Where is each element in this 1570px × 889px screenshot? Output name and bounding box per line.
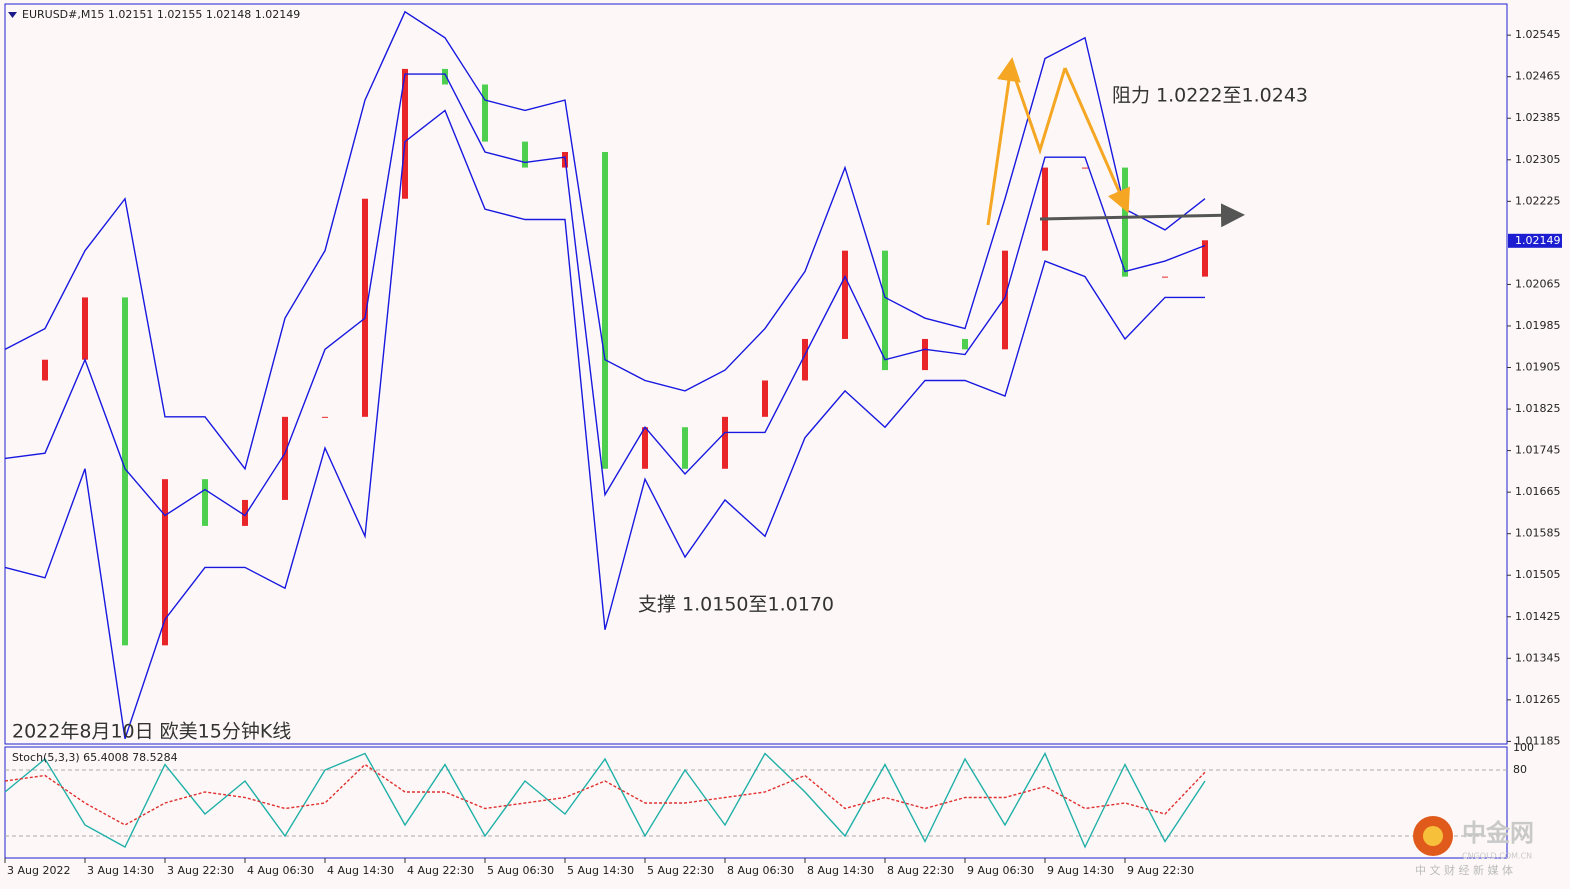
y-tick-label: 1.01585 xyxy=(1515,527,1561,540)
candle xyxy=(682,427,688,469)
stoch-header: Stoch(5,3,3) 65.4008 78.5284 xyxy=(12,751,178,764)
candle xyxy=(522,141,528,168)
arrow xyxy=(1009,65,1067,155)
y-tick-label: 1.01905 xyxy=(1515,361,1561,374)
y-tick-label: 1.01185 xyxy=(1515,734,1561,747)
candle xyxy=(722,416,728,469)
candle xyxy=(82,297,88,360)
candle xyxy=(242,499,248,526)
dropdown-icon[interactable] xyxy=(8,12,17,18)
arrow xyxy=(1039,203,1245,228)
y-tick-label: 1.01985 xyxy=(1515,319,1561,332)
y-tick-label: 1.02065 xyxy=(1515,277,1561,290)
candle xyxy=(602,152,608,469)
x-tick-label: 8 Aug 06:30 xyxy=(727,864,794,877)
candle xyxy=(882,250,888,371)
x-tick-label: 3 Aug 22:30 xyxy=(167,864,234,877)
series-line xyxy=(4,73,1206,517)
annotation: 2022年8月10日 欧美15分钟K线 xyxy=(12,721,291,743)
candle xyxy=(642,427,648,469)
watermark: CNGOLD.COM.CN xyxy=(1462,852,1532,861)
series-line xyxy=(4,10,1206,471)
plot: 1.02545 1.02465 1.02385 1.02305 1.02225 1.020… xyxy=(4,10,1562,877)
x-tick-label: 9 Aug 14:30 xyxy=(1047,864,1114,877)
candle xyxy=(1202,240,1208,277)
candle xyxy=(442,68,448,85)
stoch-frame xyxy=(4,746,1508,859)
candle xyxy=(1122,167,1128,277)
candle xyxy=(402,68,408,199)
y-tick-label: 1.02465 xyxy=(1515,70,1561,83)
candle xyxy=(1002,250,1008,350)
candle xyxy=(482,84,488,142)
candle xyxy=(282,416,288,500)
annotation: 阻力 1.0222至1.0243 xyxy=(1112,85,1308,107)
y-tick-label: 1.02545 xyxy=(1515,28,1561,41)
candle xyxy=(922,338,928,371)
y-tick-label: 1.02305 xyxy=(1515,153,1561,166)
y-tick-label: 1.01745 xyxy=(1515,444,1561,457)
x-tick-label: 8 Aug 14:30 xyxy=(807,864,874,877)
watermark: 中 文 财 经 新 媒 体 xyxy=(1415,863,1513,877)
x-tick-label: 5 Aug 14:30 xyxy=(567,864,634,877)
main-frame xyxy=(4,3,1508,745)
candle xyxy=(962,338,968,350)
watermark: 中金网 xyxy=(1462,819,1534,847)
series-line xyxy=(4,751,1206,849)
candle xyxy=(122,297,128,646)
y-tick-label: 1.02225 xyxy=(1515,194,1561,207)
candle xyxy=(1162,276,1168,278)
candle xyxy=(162,479,168,646)
series-line xyxy=(4,109,1205,740)
annotation: 支撑 1.0150至1.0170 xyxy=(638,594,834,616)
x-tick-label: 4 Aug 14:30 xyxy=(327,864,394,877)
last-price-label: 1.02149 xyxy=(1515,234,1561,247)
y-tick-label: 1.01265 xyxy=(1515,693,1561,706)
candle xyxy=(842,250,848,339)
candle xyxy=(1082,167,1088,169)
y-tick-label: 1.01425 xyxy=(1515,610,1561,623)
y-tick-label: 1.01825 xyxy=(1515,402,1561,415)
x-tick-label: 3 Aug 2022 xyxy=(7,864,70,877)
logo xyxy=(1423,826,1443,846)
x-tick-label: 3 Aug 14:30 xyxy=(87,864,154,877)
arrow xyxy=(1063,67,1130,214)
candle xyxy=(802,338,808,381)
candle xyxy=(762,380,768,417)
x-tick-label: 9 Aug 06:30 xyxy=(967,864,1034,877)
x-tick-label: 5 Aug 06:30 xyxy=(487,864,554,877)
candle xyxy=(42,359,48,381)
x-tick-label: 4 Aug 22:30 xyxy=(407,864,474,877)
y-tick-label: 1.01665 xyxy=(1515,485,1561,498)
x-tick-label: 9 Aug 22:30 xyxy=(1127,864,1194,877)
y-tick-label: 100 xyxy=(1513,741,1534,754)
x-tick-label: 4 Aug 06:30 xyxy=(247,864,314,877)
candle xyxy=(362,198,368,417)
y-tick-label: 1.01345 xyxy=(1515,651,1561,664)
y-tick-label: 1.01505 xyxy=(1515,568,1561,581)
x-tick-label: 8 Aug 22:30 xyxy=(887,864,954,877)
candle xyxy=(322,416,328,418)
y-tick-label: 1.02385 xyxy=(1515,111,1561,124)
last-price-box xyxy=(1508,233,1562,248)
candle xyxy=(202,479,208,526)
candle xyxy=(1042,167,1048,251)
series-line xyxy=(4,763,1206,826)
x-tick-label: 5 Aug 22:30 xyxy=(647,864,714,877)
chart-header: EURUSD#,M15 1.02151 1.02155 1.02148 1.02… xyxy=(22,8,300,21)
y-tick-label: 80 xyxy=(1513,763,1527,776)
arrow xyxy=(986,57,1021,226)
